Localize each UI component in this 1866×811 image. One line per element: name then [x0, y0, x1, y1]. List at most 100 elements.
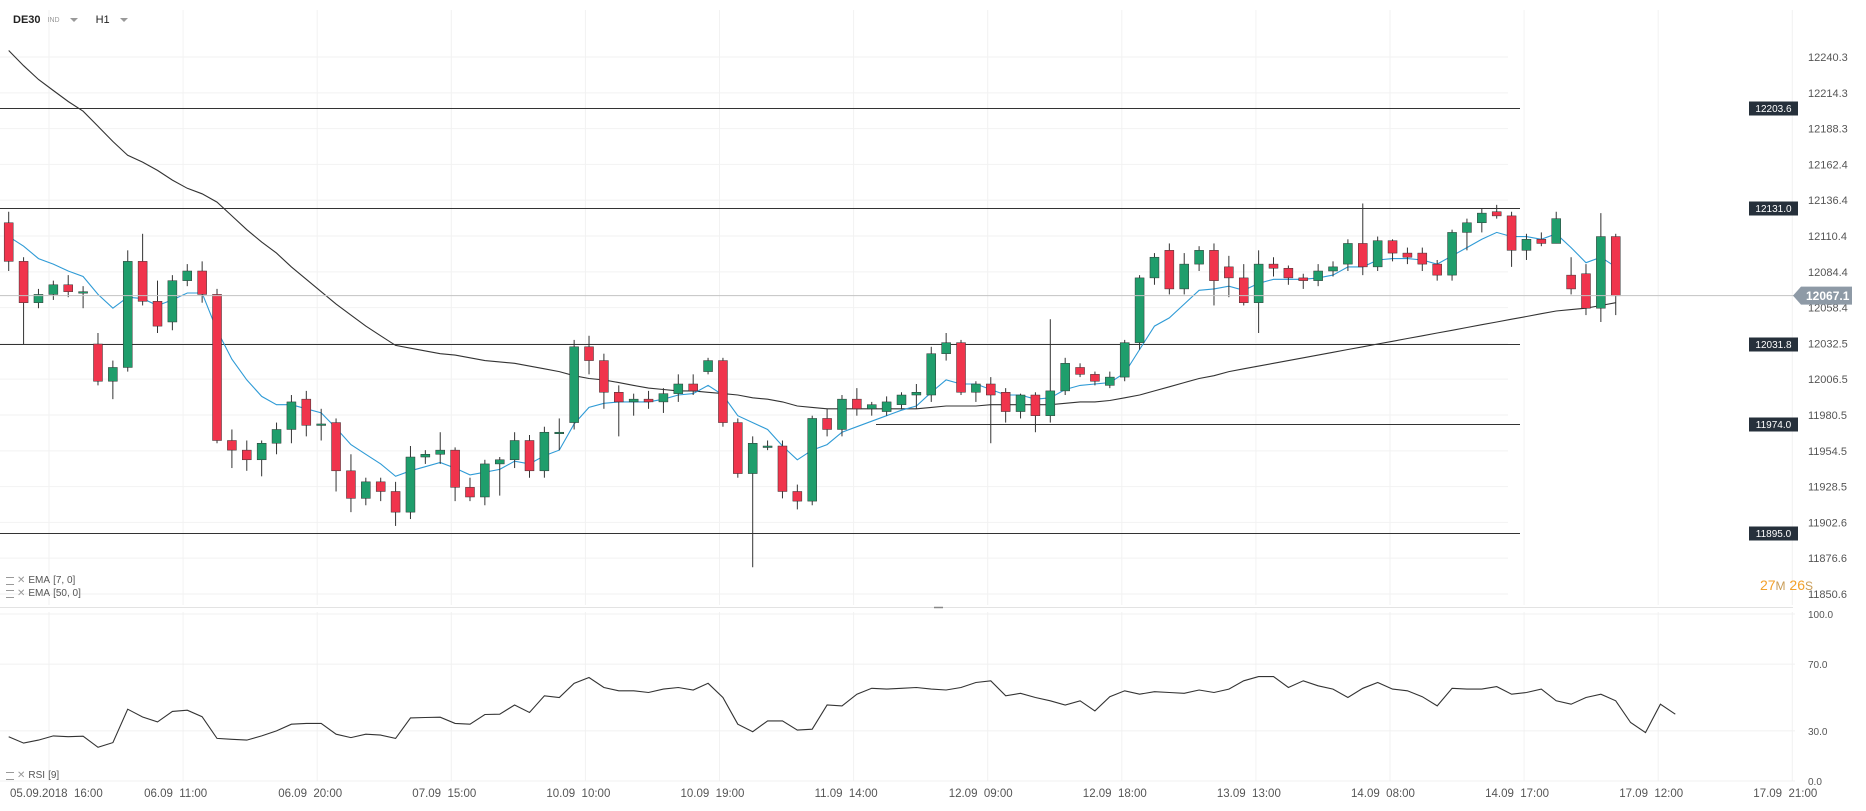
candle[interactable] [822, 408, 832, 437]
settings-icon[interactable] [6, 771, 14, 780]
candle[interactable] [435, 432, 445, 464]
horizontal-levels[interactable]: 12203.6 12131.0 12031.8 11974.0 11895.0 [0, 101, 1798, 541]
candle[interactable] [852, 388, 862, 416]
candle[interactable] [658, 388, 669, 413]
candle[interactable] [18, 257, 29, 345]
candle[interactable] [316, 408, 326, 441]
candle[interactable] [1417, 247, 1428, 272]
candle[interactable] [614, 385, 624, 437]
candle[interactable] [1224, 255, 1234, 298]
candle[interactable] [1179, 253, 1189, 295]
candle[interactable] [628, 393, 639, 416]
candle[interactable] [227, 429, 237, 469]
candle[interactable] [1015, 393, 1026, 419]
candle[interactable] [881, 396, 892, 416]
candle[interactable] [33, 288, 44, 309]
candle[interactable] [331, 418, 341, 492]
remove-icon[interactable]: ✕ [17, 575, 26, 586]
candle[interactable] [286, 395, 297, 444]
candle[interactable] [480, 459, 490, 506]
settings-icon[interactable] [6, 576, 14, 585]
timeframe-dropdown-chevron-icon[interactable] [119, 18, 128, 22]
candle[interactable] [1209, 243, 1219, 306]
candle[interactable] [1238, 264, 1249, 306]
candle[interactable] [569, 339, 579, 430]
candle[interactable] [1447, 229, 1457, 281]
candle[interactable] [1164, 243, 1175, 295]
remove-icon[interactable]: ✕ [17, 588, 26, 599]
candle[interactable] [271, 422, 282, 455]
candle[interactable] [1045, 319, 1056, 423]
candle[interactable] [3, 211, 14, 272]
candle[interactable] [1402, 247, 1413, 265]
candle[interactable] [926, 346, 937, 402]
candle[interactable] [1149, 253, 1160, 285]
candle[interactable] [986, 377, 996, 444]
candle[interactable] [703, 357, 713, 375]
candle[interactable] [718, 357, 728, 427]
candle[interactable] [1328, 261, 1338, 277]
candle[interactable] [1253, 250, 1264, 334]
candle[interactable] [911, 383, 922, 409]
candle[interactable] [1030, 392, 1041, 433]
candle[interactable] [390, 481, 401, 526]
candle[interactable] [777, 440, 788, 499]
candle[interactable] [1521, 233, 1532, 260]
candle[interactable] [1566, 257, 1576, 295]
candle[interactable] [1194, 246, 1204, 272]
candle[interactable] [1090, 371, 1100, 386]
candle[interactable] [733, 418, 743, 478]
symbol-name[interactable]: DE30 [13, 14, 41, 26]
candle[interactable] [1506, 211, 1517, 267]
candle[interactable] [1000, 388, 1011, 423]
candle[interactable] [1536, 232, 1547, 247]
candle[interactable] [420, 450, 431, 464]
candle[interactable] [1298, 273, 1309, 289]
candles[interactable] [3, 203, 1621, 568]
candle[interactable] [137, 233, 148, 306]
candle[interactable] [450, 447, 460, 502]
candle[interactable] [688, 374, 698, 396]
candle[interactable] [971, 381, 981, 402]
candle[interactable] [1551, 211, 1561, 244]
candle[interactable] [792, 484, 803, 510]
candle[interactable] [1313, 264, 1323, 287]
candle[interactable] [375, 477, 386, 502]
candle[interactable] [361, 477, 371, 506]
candle[interactable] [1283, 265, 1294, 285]
candle[interactable] [762, 440, 773, 451]
candle[interactable] [167, 275, 178, 331]
candle[interactable] [494, 457, 505, 496]
candle[interactable] [539, 426, 550, 478]
candle[interactable] [1343, 239, 1353, 272]
symbol-dropdown-chevron-icon[interactable] [69, 18, 78, 22]
candle[interactable] [524, 434, 535, 478]
candle[interactable] [837, 395, 847, 437]
candle[interactable] [1134, 275, 1145, 350]
candle[interactable] [122, 250, 133, 372]
candle[interactable] [584, 335, 594, 375]
candle[interactable] [866, 401, 877, 416]
time-axis[interactable]: 05.09.2018 16:00 06.09 11:00 06.09 20:00 07… [10, 788, 1817, 800]
candle[interactable] [1105, 371, 1115, 389]
price-axis[interactable]: 12240.3 12214.3 12188.3 12162.4 12136.4 12110… [1808, 52, 1848, 601]
candle[interactable] [509, 432, 520, 469]
candle[interactable] [1491, 204, 1502, 219]
candle[interactable] [1477, 208, 1487, 233]
candle[interactable] [896, 392, 907, 409]
candle[interactable] [212, 288, 222, 444]
candle[interactable] [465, 477, 475, 502]
candle[interactable] [1268, 257, 1279, 277]
settings-icon[interactable] [6, 589, 14, 598]
candle[interactable] [152, 280, 163, 334]
candle[interactable] [941, 333, 951, 361]
candle[interactable] [673, 374, 684, 402]
candle[interactable] [108, 360, 118, 400]
candle[interactable] [747, 436, 758, 568]
candle[interactable] [1387, 239, 1398, 262]
candle[interactable] [405, 446, 416, 520]
candle[interactable] [182, 264, 193, 287]
candle[interactable] [48, 280, 59, 300]
candle[interactable] [1462, 218, 1472, 251]
